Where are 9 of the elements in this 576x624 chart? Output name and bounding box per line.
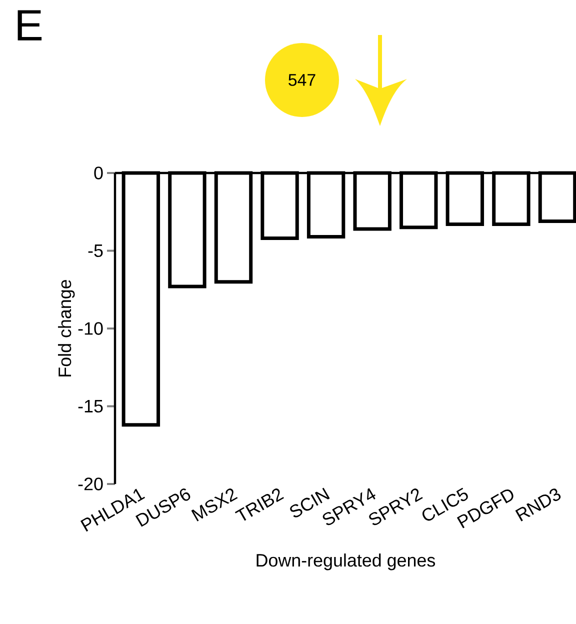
x-axis-title: Down-regulated genes bbox=[256, 554, 436, 570]
y-tick-label: -5 bbox=[88, 244, 103, 257]
y-tick-label: 0 bbox=[94, 166, 103, 180]
y-tick-label: -10 bbox=[78, 322, 103, 335]
y-tick-label: -20 bbox=[78, 478, 103, 490]
y-axis-title: Fold change bbox=[58, 280, 75, 376]
text: E bbox=[18, 10, 42, 40]
y-tick-label: -15 bbox=[78, 400, 103, 412]
text: 547 bbox=[288, 74, 316, 86]
